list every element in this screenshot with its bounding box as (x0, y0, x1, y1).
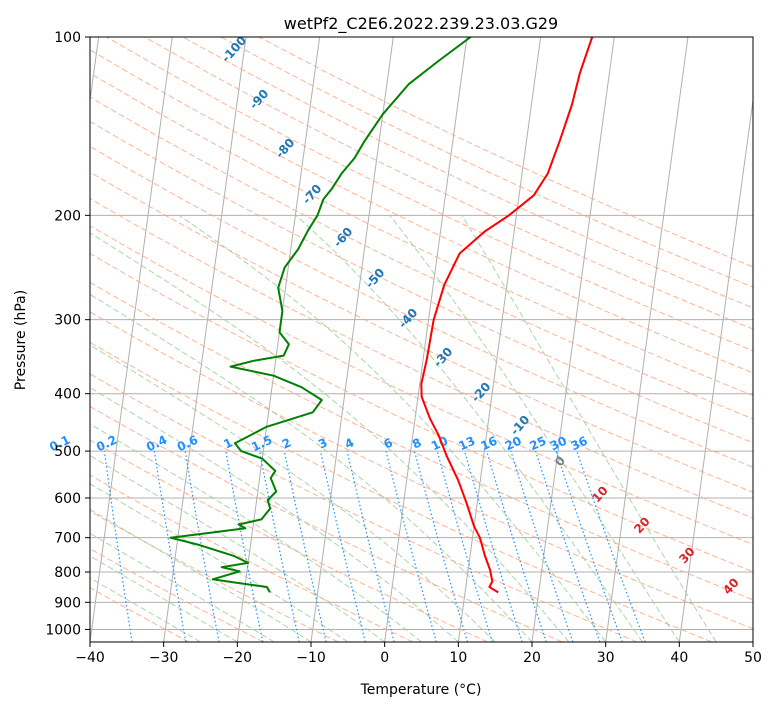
x-tick-label: 0 (380, 650, 389, 666)
chart-title: wetPf2_C2E6.2022.239.23.03.G29 (284, 14, 558, 34)
y-tick-label: 700 (54, 531, 81, 547)
y-axis-label: Pressure (hPa) (13, 290, 29, 390)
x-axis-label: Temperature (°C) (360, 682, 482, 698)
x-tick-label: 20 (523, 650, 541, 666)
y-tick-label: 600 (54, 491, 81, 507)
y-tick-label: 900 (54, 595, 81, 611)
x-tick-label: 40 (670, 650, 688, 666)
y-tick-label: 100 (54, 30, 81, 46)
y-tick-label: 800 (54, 565, 81, 581)
y-tick-label: 1000 (45, 622, 81, 638)
x-tick-label: 30 (597, 650, 615, 666)
x-tick-label: −10 (296, 650, 326, 666)
x-tick-label: 50 (744, 650, 762, 666)
y-tick-label: 500 (54, 444, 81, 460)
y-tick-label: 400 (54, 387, 81, 403)
y-tick-label: 300 (54, 313, 81, 329)
x-tick-label: −40 (75, 650, 105, 666)
y-tick-label: 200 (54, 208, 81, 224)
x-tick-label: −30 (149, 650, 179, 666)
x-tick-label: 10 (449, 650, 467, 666)
x-tick-label: −20 (223, 650, 253, 666)
